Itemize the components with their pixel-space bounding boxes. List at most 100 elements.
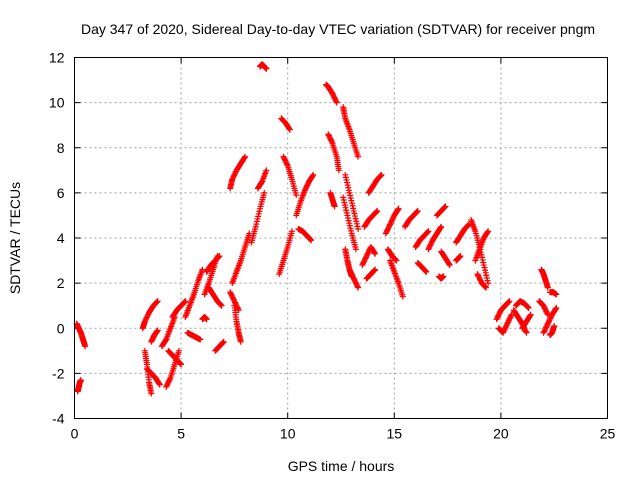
- data-point: [442, 203, 449, 210]
- data-point: [288, 228, 295, 235]
- data-point: [309, 172, 316, 179]
- data-point: [156, 380, 163, 387]
- data-point: [482, 283, 489, 290]
- data-point: [525, 304, 532, 311]
- data-point: [522, 328, 529, 335]
- data-point: [355, 284, 362, 291]
- y-tick-label: 0: [57, 320, 65, 336]
- data-point: [527, 312, 534, 319]
- data-point: [293, 192, 300, 199]
- data-point: [335, 167, 342, 174]
- data-point: [507, 313, 514, 320]
- data-point: [464, 222, 471, 229]
- data-point: [286, 126, 293, 133]
- data-point: [203, 316, 210, 323]
- data-point: [544, 284, 551, 291]
- data-point: [263, 167, 270, 174]
- data-point: [551, 322, 558, 329]
- data-point: [333, 99, 340, 106]
- data-point: [154, 298, 161, 305]
- data-point: [154, 327, 161, 334]
- data-point: [372, 266, 379, 273]
- data-point: [218, 302, 225, 309]
- data-point: [355, 225, 362, 232]
- data-point: [523, 329, 530, 336]
- x-tick-label: 5: [177, 426, 185, 442]
- data-point: [377, 172, 384, 179]
- data-point: [263, 65, 270, 72]
- data-point: [177, 360, 184, 367]
- data-point: [457, 253, 464, 260]
- data-point: [377, 173, 384, 180]
- data-point: [425, 228, 432, 235]
- data-point: [176, 360, 183, 367]
- data-point: [241, 154, 248, 161]
- y-tick-label: 8: [57, 140, 65, 156]
- data-point: [553, 304, 560, 311]
- data-point: [505, 298, 512, 305]
- data-point: [399, 293, 406, 300]
- y-tick-label: 12: [49, 50, 65, 66]
- data-point: [328, 138, 335, 145]
- data-point: [374, 207, 381, 214]
- data-point: [217, 301, 224, 308]
- data-point: [394, 206, 401, 213]
- grid: [74, 57, 608, 419]
- data-point: [373, 208, 380, 215]
- data-point: [148, 390, 155, 397]
- data-point: [197, 336, 204, 343]
- data-point: [352, 246, 359, 253]
- data-point: [77, 377, 84, 384]
- data-point: [481, 283, 488, 290]
- data-point: [371, 249, 378, 256]
- data-point: [441, 204, 448, 211]
- data-point: [392, 256, 399, 263]
- data-point: [422, 268, 429, 275]
- data-point: [220, 338, 227, 345]
- y-tick-label: -2: [52, 365, 65, 381]
- data-point: [422, 267, 429, 274]
- y-tick-label: 6: [57, 185, 65, 201]
- data-point: [371, 267, 378, 274]
- data-point: [393, 257, 400, 264]
- data-point: [178, 361, 185, 368]
- data-point: [181, 298, 188, 305]
- y-axis-label: SDTVAR / TECUs: [7, 182, 23, 294]
- plot-frame: [74, 57, 608, 419]
- data-point: [261, 189, 268, 196]
- data-point: [308, 237, 315, 244]
- data-point: [153, 299, 160, 306]
- data-point: [423, 268, 430, 275]
- chart-title: Day 347 of 2020, Sidereal Day-to-day VTE…: [81, 21, 595, 37]
- y-tick-label: 2: [57, 275, 65, 291]
- data-point: [484, 229, 491, 236]
- data-point: [199, 266, 206, 273]
- data-point: [215, 253, 222, 260]
- x-tick-label: 15: [387, 426, 403, 442]
- data-point: [553, 291, 560, 298]
- data-point: [166, 376, 173, 383]
- data-point: [437, 224, 444, 231]
- data-point: [154, 298, 161, 305]
- x-axis-label: GPS time / hours: [288, 458, 395, 474]
- data-point: [242, 153, 249, 160]
- data-point: [217, 302, 224, 309]
- data-point: [284, 161, 291, 168]
- data-point: [414, 207, 421, 214]
- y-tick-label: 4: [57, 230, 65, 246]
- data-point: [446, 262, 453, 269]
- data-point: [378, 171, 385, 178]
- data-point: [446, 261, 453, 268]
- data-point: [216, 253, 223, 260]
- data-point: [413, 209, 420, 216]
- data-point: [286, 125, 293, 132]
- data-point: [525, 304, 532, 311]
- data-point: [237, 338, 244, 345]
- x-tick-label: 10: [280, 426, 296, 442]
- data-point: [527, 311, 534, 318]
- data-point: [508, 311, 515, 318]
- data-point: [440, 273, 447, 280]
- data-point: [395, 205, 402, 212]
- data-point: [333, 98, 340, 105]
